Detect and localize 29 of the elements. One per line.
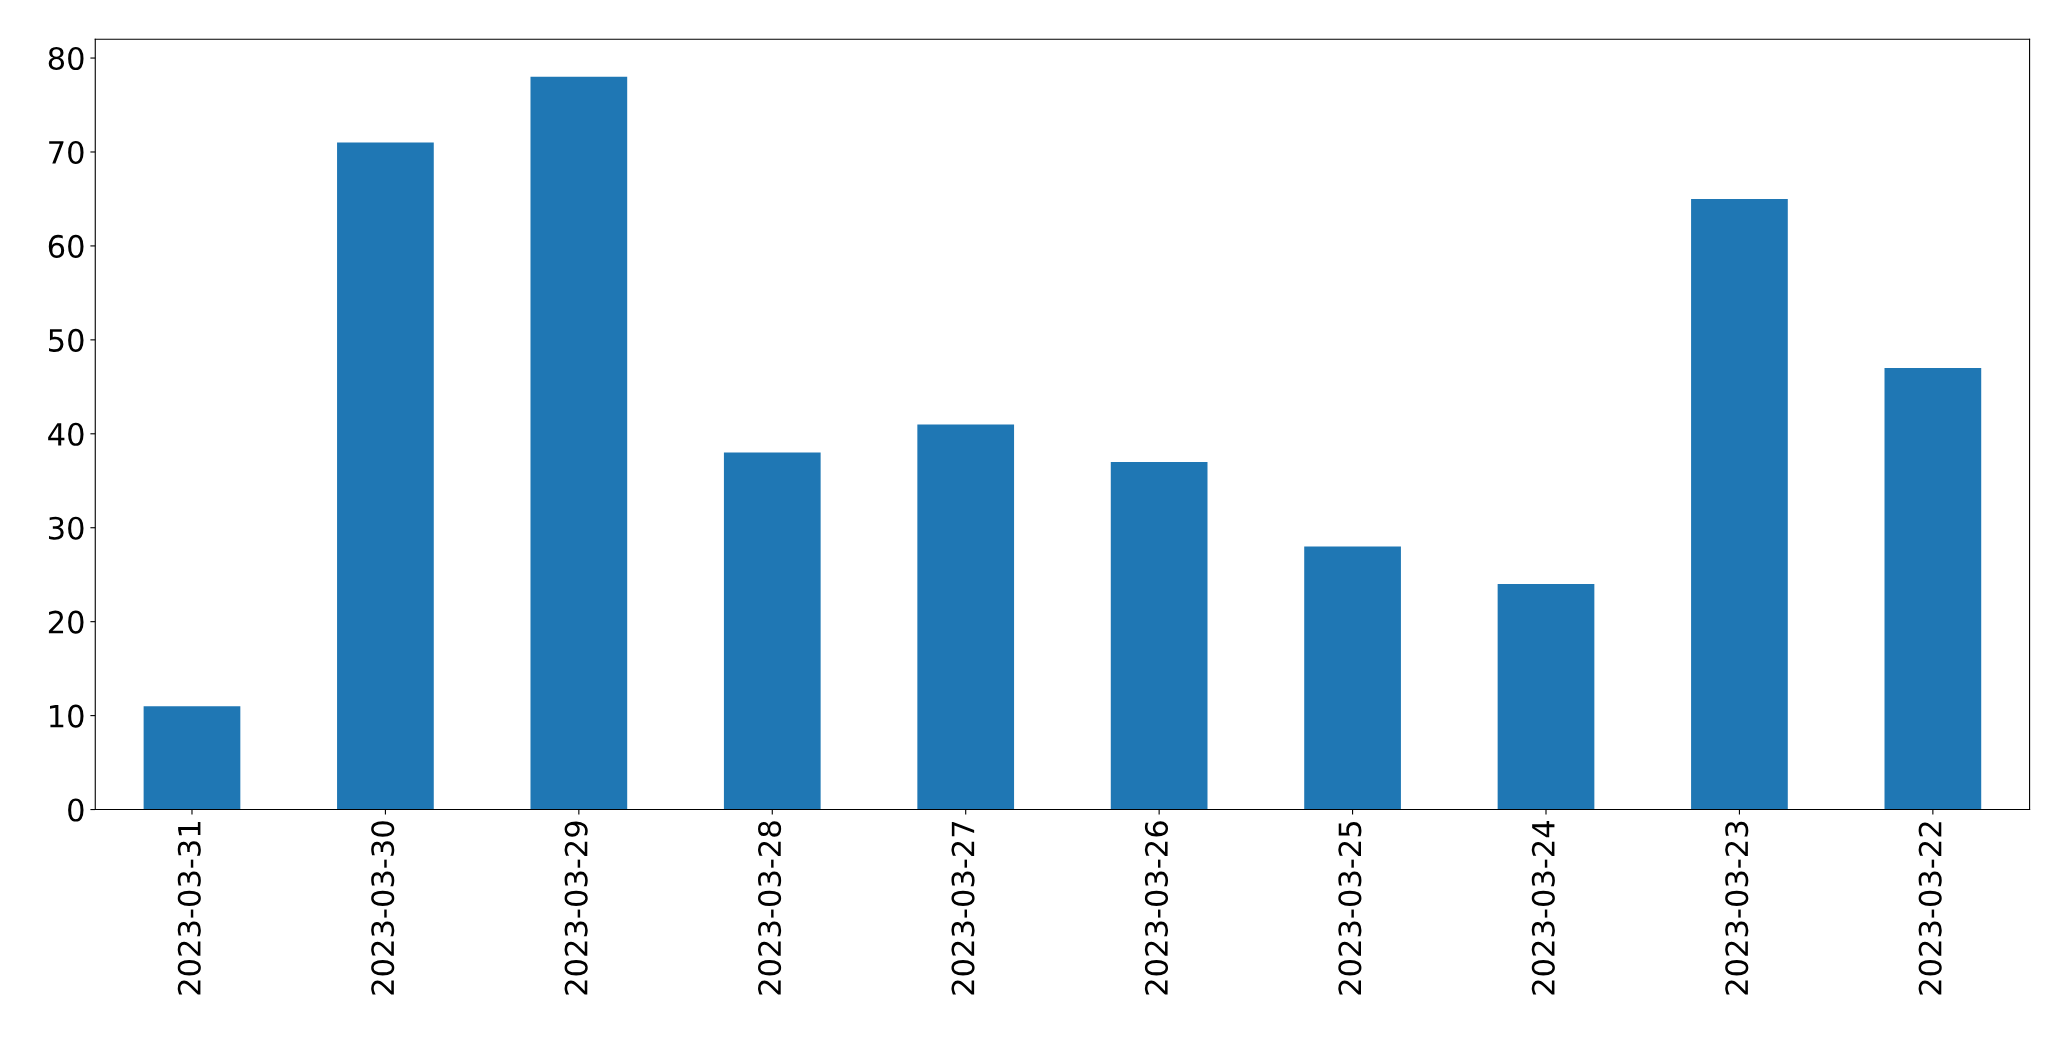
x-tick-label: 2023-03-31 [177, 822, 201, 995]
y-tick-label: 40 [48, 422, 84, 446]
bar [530, 76, 628, 810]
bar [1497, 584, 1595, 810]
x-tick-label: 2023-03-28 [758, 821, 782, 995]
y-tick-label: 50 [49, 328, 84, 352]
x-tick-label: 2023-03-23 [1725, 821, 1749, 995]
y-tick-label: 80 [48, 46, 84, 71]
x-tick-label: 2023-03-22 [1918, 822, 1942, 995]
bar [1110, 461, 1208, 810]
y-tick-label: 10 [50, 704, 84, 728]
bar [337, 142, 434, 810]
x-tick-label: 2023-03-26 [1144, 821, 1168, 995]
y-tick-label: 0 [68, 798, 84, 822]
y-tick-label: 70 [49, 140, 84, 165]
bar [1304, 546, 1401, 810]
bar [917, 424, 1015, 810]
x-tick-label: 2023-03-27 [951, 821, 975, 995]
x-tick-label: 2023-03-30 [371, 821, 395, 995]
y-tick-label: 60 [48, 234, 84, 258]
bar [1691, 198, 1788, 810]
bar [723, 452, 821, 810]
x-tick-label: 2023-03-25 [1338, 821, 1362, 995]
x-tick-label: 2023-03-24 [1531, 820, 1555, 995]
x-tick-label: 2023-03-29 [564, 821, 588, 995]
y-tick-label: 20 [48, 610, 84, 634]
y-tick-label: 30 [48, 516, 84, 540]
bar [143, 706, 241, 810]
bar [1884, 368, 1982, 810]
